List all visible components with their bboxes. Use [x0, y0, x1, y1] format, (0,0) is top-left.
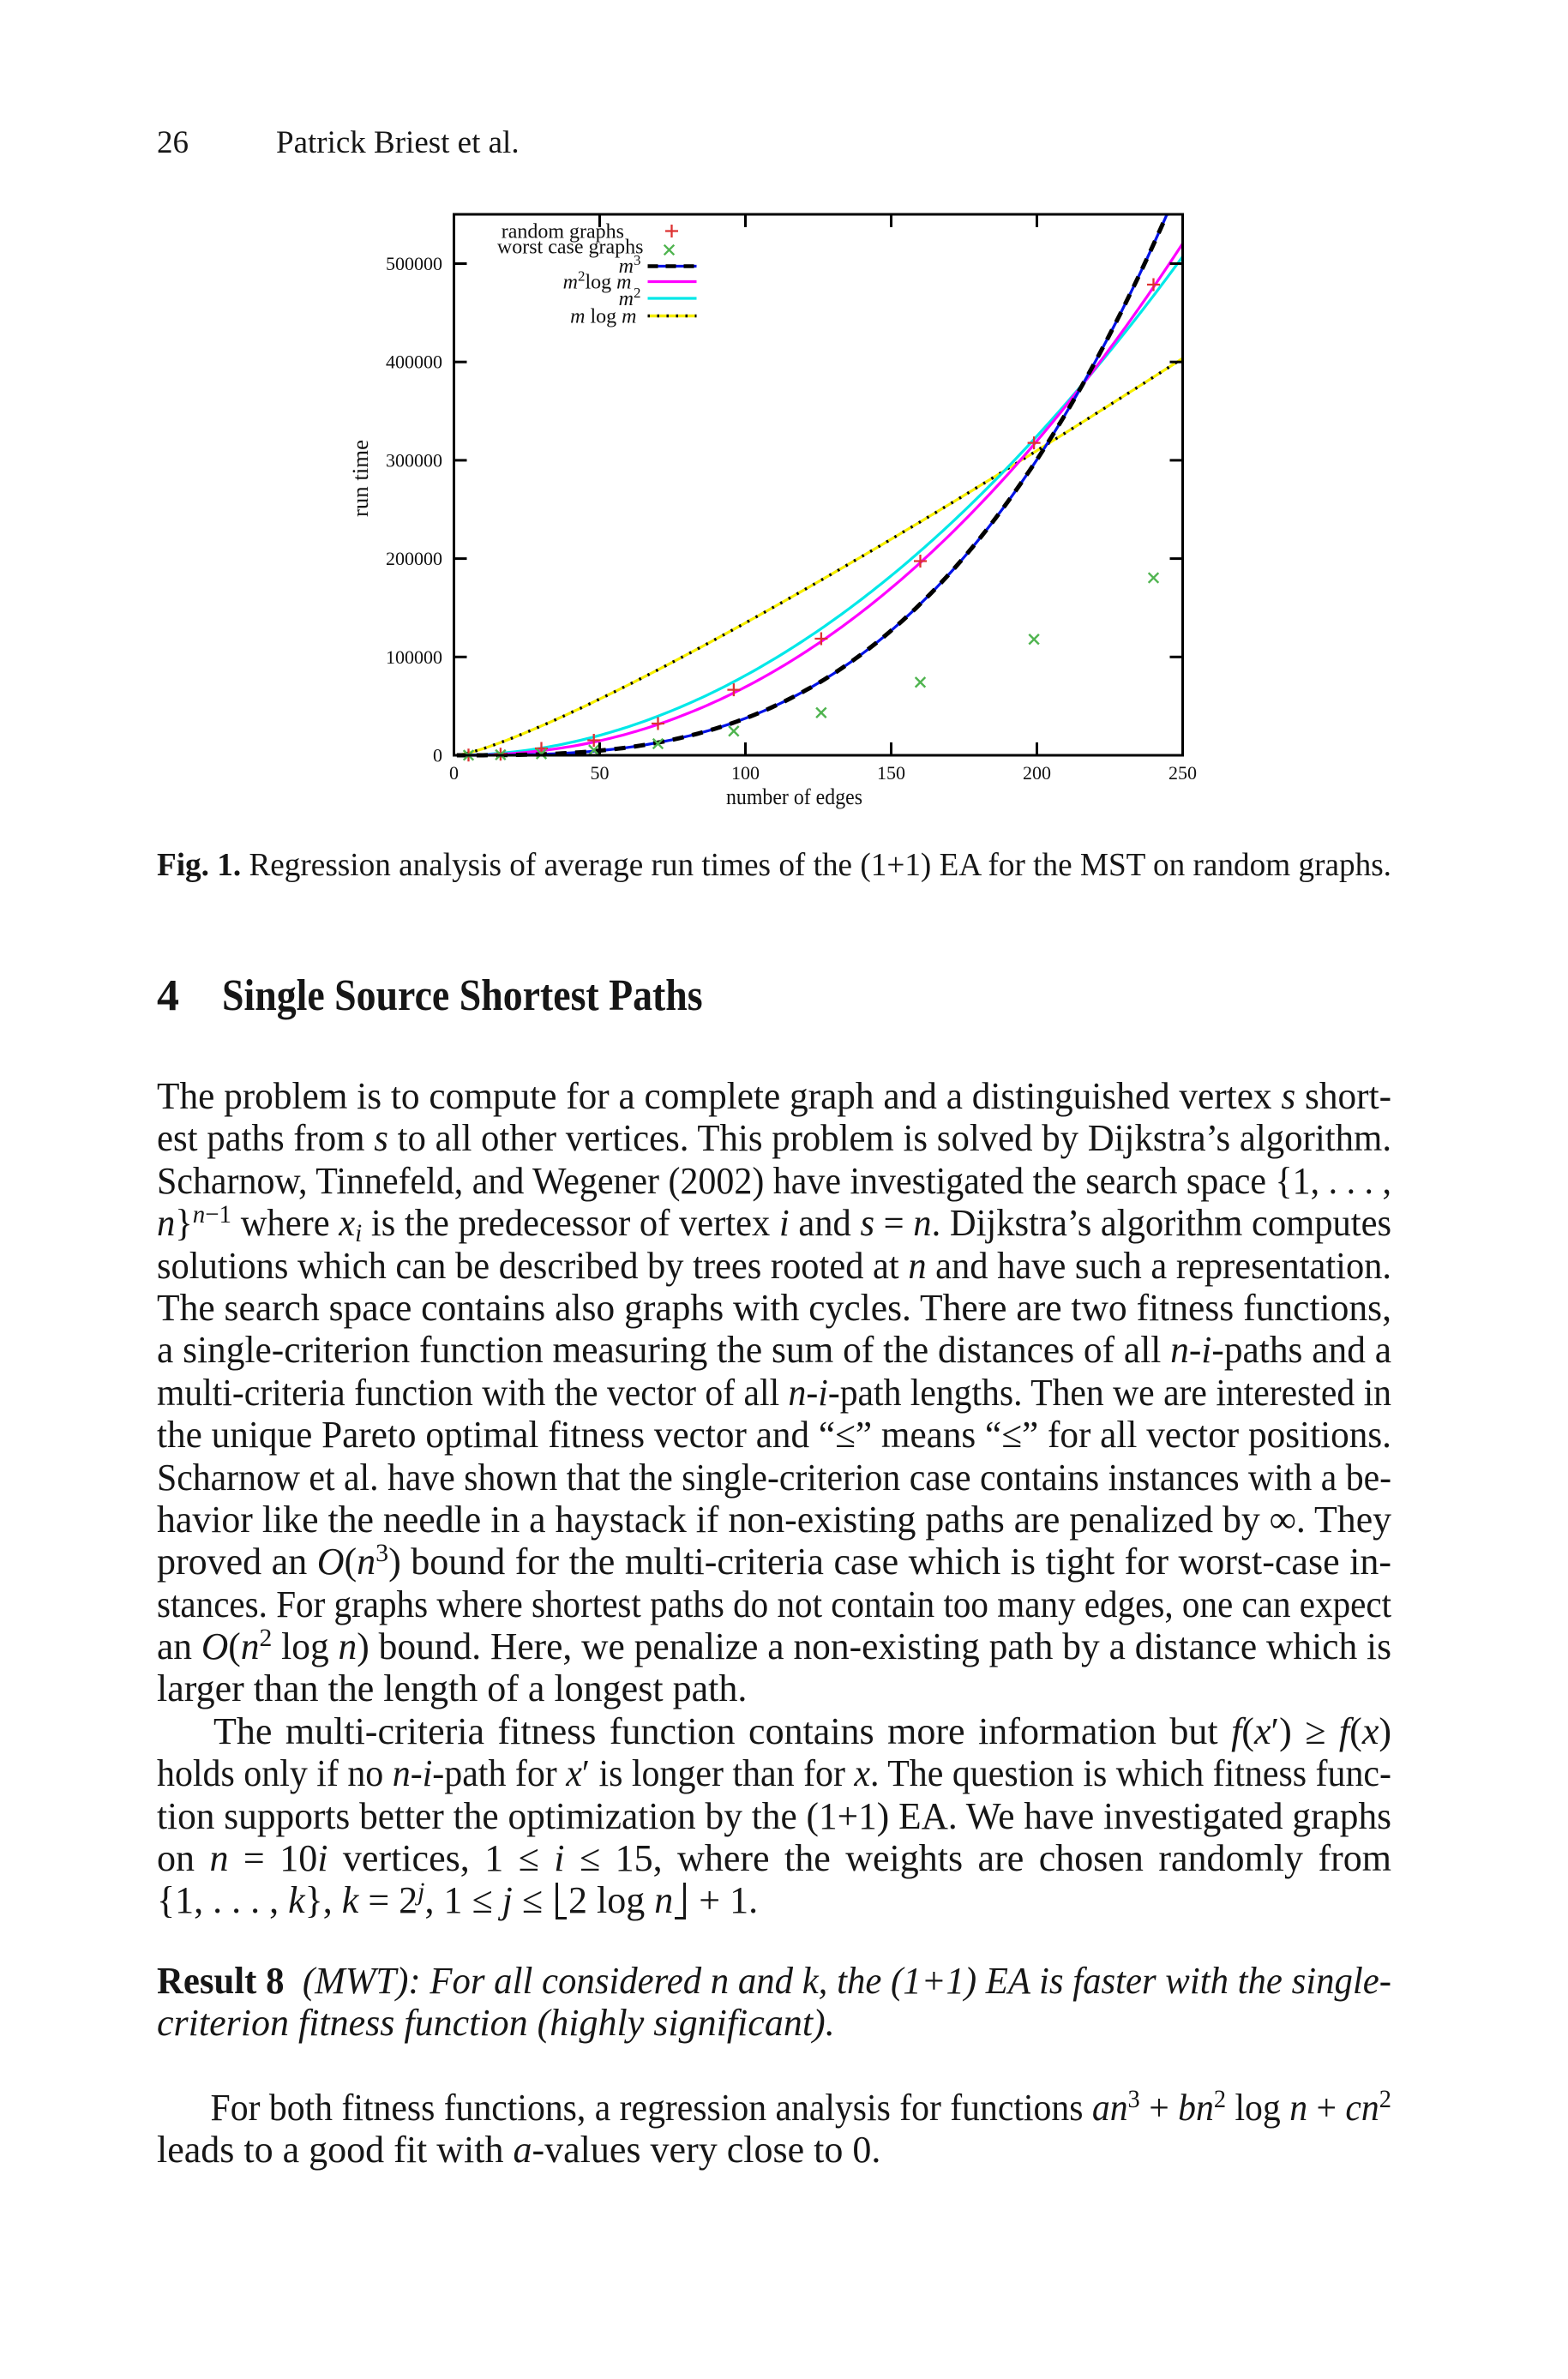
svg-text:run time: run time	[348, 440, 373, 517]
svg-text:400000: 400000	[386, 351, 442, 373]
svg-text:200: 200	[1023, 762, 1051, 784]
svg-text:500000: 500000	[386, 253, 442, 274]
svg-text:0: 0	[433, 745, 442, 766]
svg-text:random graphs: random graphs	[502, 221, 624, 243]
svg-text:0: 0	[449, 762, 459, 784]
svg-text:m2log m: m2log m	[563, 268, 632, 294]
svg-text:m log m: m log m	[570, 306, 636, 328]
svg-text:100000: 100000	[386, 646, 442, 668]
svg-text:m2: m2	[619, 285, 641, 310]
svg-text:200000: 200000	[386, 548, 442, 569]
svg-text:300000: 300000	[386, 449, 442, 471]
svg-text:100: 100	[731, 762, 760, 784]
svg-text:150: 150	[877, 762, 905, 784]
svg-text:m3: m3	[619, 252, 641, 278]
svg-text:number of edges: number of edges	[726, 784, 862, 809]
svg-text:50: 50	[591, 762, 610, 784]
svg-text:250: 250	[1168, 762, 1197, 784]
svg-text:worst case graphs: worst case graphs	[497, 237, 644, 259]
